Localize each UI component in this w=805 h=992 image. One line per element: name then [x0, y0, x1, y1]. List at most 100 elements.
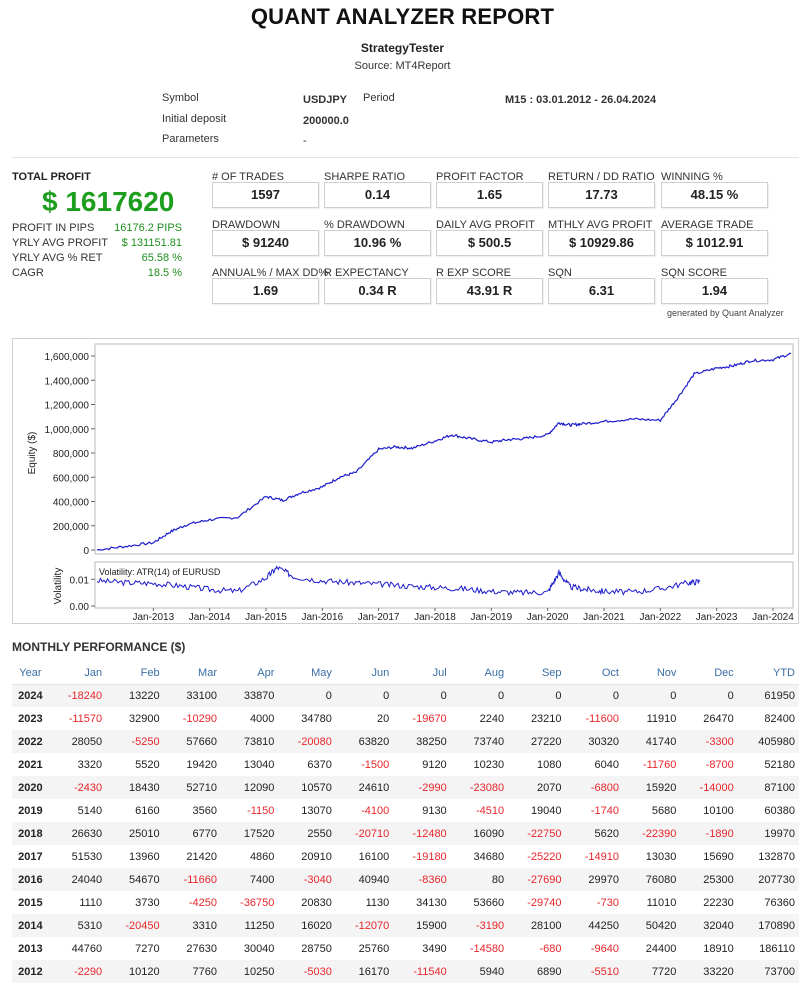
equity-chart: 0 200,000 400,000 600,000 800,000 1,000,000 1,…: [27, 343, 794, 623]
month-value-cell: 3310: [163, 914, 221, 937]
stat-value: 43.91 R: [436, 278, 543, 304]
month-value-cell: 10120: [106, 960, 164, 983]
stat-label: DRAWDOWN: [212, 219, 281, 231]
month-value-cell: -19670: [412, 712, 447, 725]
side-stat-row: YRLY AVG PROFIT $ 131151.81: [12, 237, 182, 251]
month-value-cell: 24610: [335, 776, 394, 799]
stat-value: 17.73: [548, 182, 655, 208]
y-tick-label: 0.00: [70, 602, 90, 613]
column-header: Nov: [622, 663, 681, 685]
month-value-cell: 3560: [192, 804, 217, 817]
month-value-cell: 2070: [508, 776, 566, 799]
month-value-cell: 44760: [71, 942, 103, 955]
generated-by: generated by Quant Analyzer: [667, 308, 784, 318]
month-value-cell: -11760: [642, 758, 677, 771]
side-stat-value: 16176.2 PIPS: [114, 222, 182, 234]
month-value-cell: 5520: [135, 758, 160, 771]
table-row: 2018 26630 25010 6770 17520 2550 -20710 -12480 1…: [12, 822, 799, 845]
stat-label: WINNING %: [661, 171, 723, 183]
stat-label: SQN: [548, 267, 572, 279]
symbol-value: USDJPY: [303, 94, 348, 106]
month-value-cell: -4250: [188, 896, 217, 909]
report-title: QUANT ANALYZER REPORT: [250, 4, 555, 29]
side-stat-row: YRLY AVG % RET 65.58 %: [12, 252, 182, 266]
month-value-cell: 63820: [335, 730, 394, 753]
year-cell: 2012: [12, 960, 49, 983]
month-value-cell: 28100: [508, 914, 566, 937]
month-value-cell: 27220: [508, 730, 566, 753]
month-value-cell: 73700: [737, 960, 799, 983]
table-row: 2019 5140 6160 3560 -1150 13070 -4100 9130 -4510…: [12, 799, 799, 822]
stat-value: 1597: [212, 182, 319, 208]
monthly-performance-title: MONTHLY PERFORMANCE ($): [12, 640, 186, 654]
table-row: 2017 51530 13960 21420 4860 20910 16100 -19180 3…: [12, 845, 799, 868]
month-value-cell: -20450: [106, 914, 164, 937]
month-value-cell: 34780: [301, 712, 332, 725]
y-tick-label: 400,000: [53, 498, 90, 509]
x-tick-label: Jan-2023: [696, 612, 738, 623]
month-value-cell: 25300: [680, 868, 738, 891]
column-header: Mar: [163, 663, 221, 685]
month-value-cell: 15900: [393, 914, 451, 937]
column-header: Feb: [106, 663, 164, 685]
month-value-cell: -27690: [508, 868, 566, 891]
month-value-cell: 11250: [221, 914, 279, 937]
month-value-cell: 16020: [278, 914, 336, 937]
month-value-cell: 9120: [422, 758, 447, 771]
month-value-cell: 13220: [106, 684, 164, 707]
month-value-cell: -11570: [68, 712, 103, 725]
month-value-cell: -4510: [475, 804, 505, 817]
stat-label: RETURN / DD RATIO: [548, 171, 655, 183]
month-value-cell: 15690: [703, 850, 734, 863]
month-value-cell: -5510: [565, 960, 623, 983]
month-value-cell: 0: [450, 684, 509, 707]
side-stat-value: 18.5 %: [147, 267, 182, 279]
year-cell: 2023: [18, 712, 43, 725]
month-value-cell: -1150: [247, 804, 275, 817]
equity-plot-frame: [94, 343, 794, 555]
column-header: Oct: [565, 663, 623, 685]
month-value-cell: 0: [393, 684, 451, 707]
y-tick-label: 0.01: [70, 575, 90, 586]
month-value-cell: 51530: [71, 850, 103, 863]
total-profit-value: $ 1617620: [42, 186, 175, 217]
side-stat-row: CAGR 18.5 %: [12, 267, 182, 281]
month-value-cell: 23210: [530, 712, 562, 725]
stat-value: $ 500.5: [436, 230, 543, 256]
month-value-cell: -22390: [622, 822, 681, 845]
year-cell: 2022: [12, 730, 49, 753]
month-value-cell: 27630: [186, 942, 217, 955]
month-value-cell: 20830: [301, 896, 332, 909]
month-value-cell: 10570: [278, 776, 336, 799]
side-stat-label: YRLY AVG % RET: [12, 252, 103, 264]
month-value-cell: -25220: [527, 850, 562, 863]
stat-value: 0.14: [324, 182, 431, 208]
x-tick-label: Jan-2017: [358, 612, 400, 623]
month-value-cell: -29740: [527, 896, 562, 909]
y-tick-label: 0: [83, 546, 89, 557]
month-value-cell: 11910: [646, 712, 677, 725]
month-value-cell: 7760: [163, 960, 221, 983]
month-value-cell: -2290: [48, 960, 107, 983]
month-value-cell: -12480: [393, 822, 451, 845]
divider: [12, 157, 799, 158]
month-value-cell: 18430: [106, 776, 164, 799]
column-header: Dec: [680, 663, 738, 685]
column-header: Jul: [393, 663, 451, 685]
month-value-cell: 25760: [358, 942, 390, 955]
month-value-cell: 6040: [594, 758, 619, 771]
month-value-cell: 21420: [186, 850, 217, 863]
y-tick-label: 1,200,000: [45, 401, 90, 412]
equity-chart-panel: 0 200,000 400,000 600,000 800,000 1,000,000 1,…: [12, 338, 799, 624]
month-value-cell: 87100: [737, 776, 799, 799]
month-value-cell: -2430: [48, 776, 107, 799]
month-value-cell: -20080: [278, 730, 336, 753]
stat-value: 1.69: [212, 278, 319, 304]
month-value-cell: 26630: [48, 822, 107, 845]
column-header: Jan: [48, 663, 107, 685]
month-value-cell: 40940: [335, 868, 394, 891]
column-header: Apr: [221, 663, 279, 685]
month-value-cell: 15920: [622, 776, 681, 799]
month-value-cell: 5620: [565, 822, 623, 845]
month-value-cell: 11010: [646, 896, 677, 909]
